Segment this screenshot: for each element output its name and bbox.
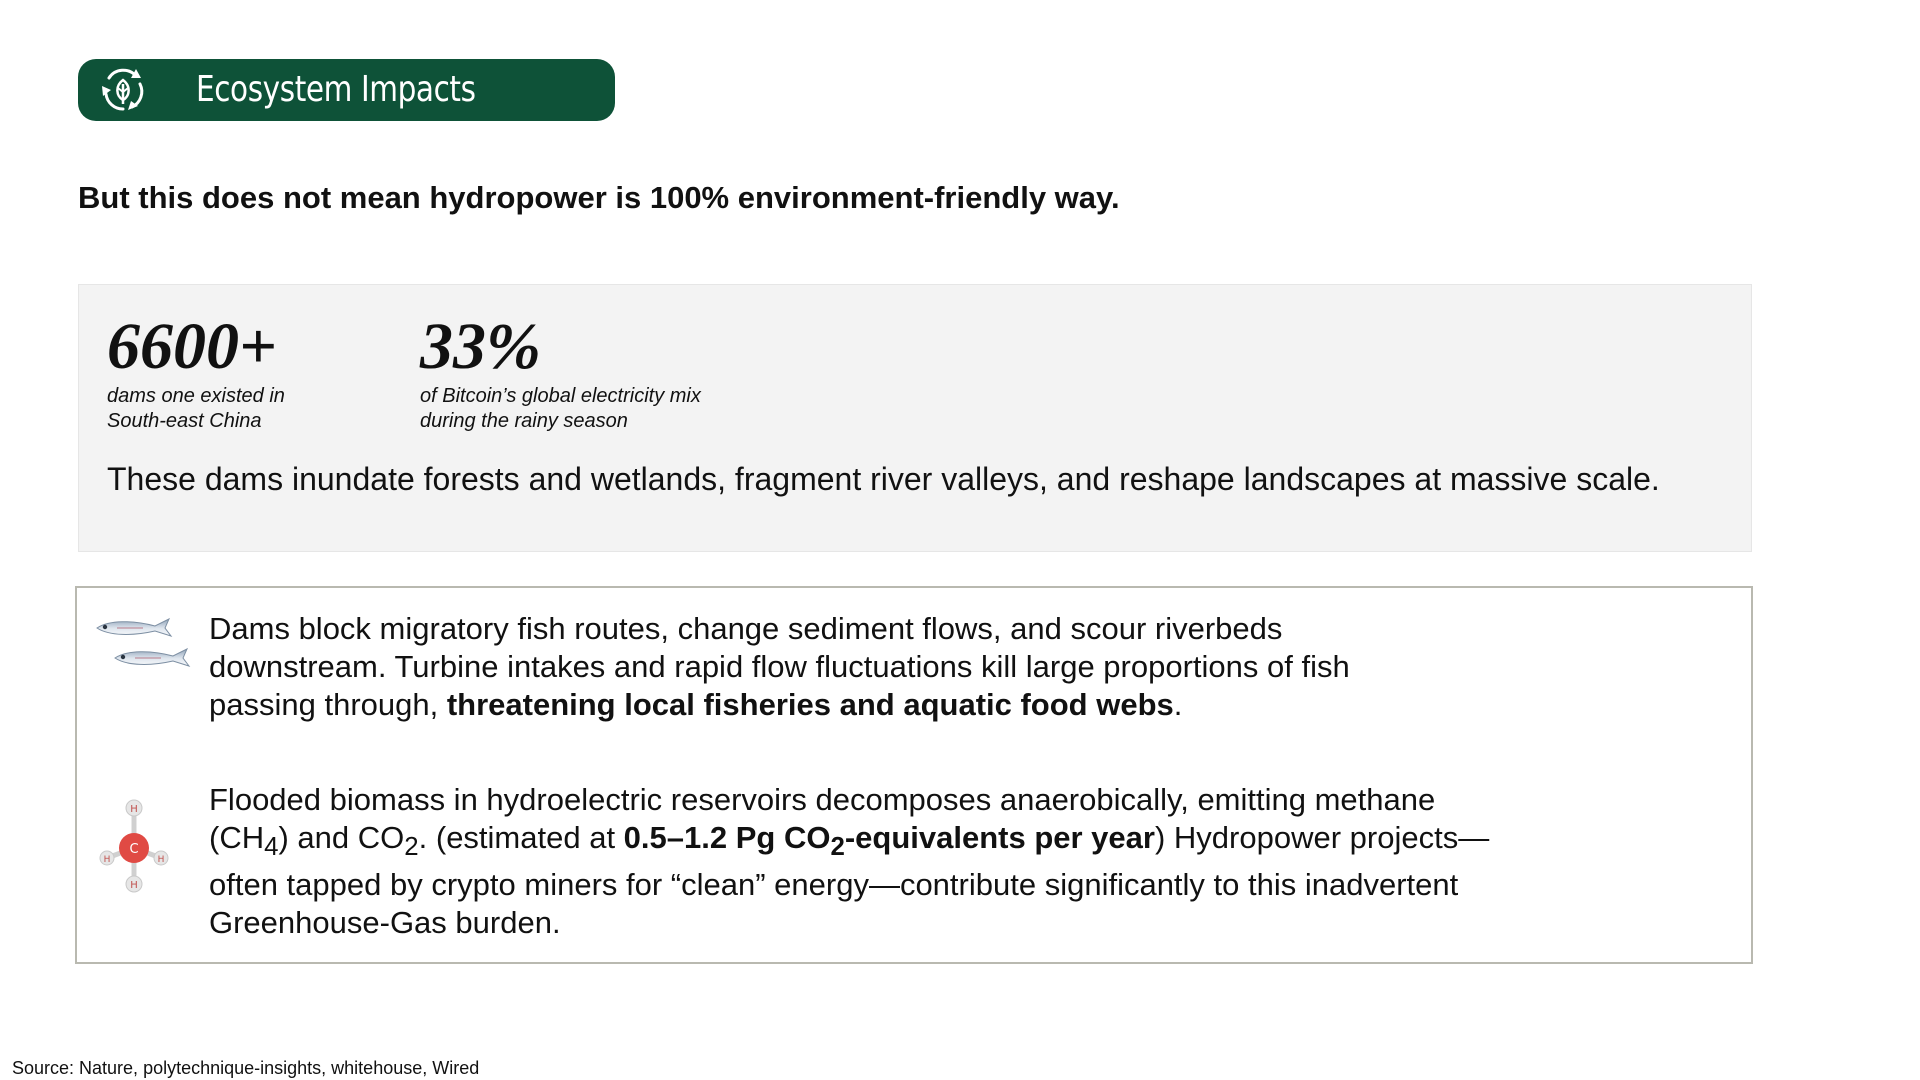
slide-subtitle: But this does not mean hydropower is 100…: [78, 180, 1120, 215]
svg-text:H: H: [130, 880, 138, 891]
text-line: Dams block migratory fish routes, change…: [209, 611, 1283, 646]
text-line: often tapped by crypto miners for “clean…: [209, 867, 1459, 903]
stat-caption: of Bitcoin’s global electricity mix duri…: [420, 384, 701, 434]
methane-molecule-icon: C H H H H: [99, 799, 169, 893]
text-span: 0.5–1.2 Pg CO: [623, 820, 831, 855]
stat-caption: dams one existed in South-east China: [107, 384, 285, 434]
stat-caption-line: South-east China: [107, 410, 262, 432]
stat-caption-line: during the rainy season: [420, 410, 628, 432]
section-header: Ecosystem Impacts: [78, 59, 615, 121]
text-line: (CH4) and CO2. (estimated at 0.5–1.2 Pg …: [209, 819, 1609, 866]
stats-panel: 6600+ dams one existed in South-east Chi…: [78, 284, 1752, 552]
text-span: . (estimated at: [418, 820, 624, 855]
svg-text:H: H: [158, 855, 165, 865]
section-title: Ecosystem Impacts: [196, 69, 476, 110]
ecosystem-cycle-icon: [102, 68, 144, 111]
stat-number: 33%: [420, 310, 541, 383]
text-line: passing through, threatening local fishe…: [209, 686, 1609, 724]
fish-icon: [96, 617, 191, 667]
impacts-details-box: Dams block migratory fish routes, change…: [75, 586, 1753, 964]
text-line: Flooded biomass in hydroelectric reservo…: [209, 782, 1436, 817]
stat-dams-count: 6600+ dams one existed in South-east Chi…: [107, 312, 285, 434]
text-span: .: [1173, 687, 1183, 722]
text-span: ) and CO: [278, 820, 405, 855]
subscript: 4: [264, 833, 279, 862]
text-span: passing through,: [209, 687, 447, 722]
text-line: Greenhouse-Gas burden.: [209, 905, 561, 941]
subscript: 2: [830, 833, 845, 862]
subscript: 2: [404, 833, 419, 862]
emphasis-text: 0.5–1.2 Pg CO2-equivalents per year: [623, 820, 1155, 861]
source-citation: Source: Nature, polytechnique-insights, …: [12, 1058, 480, 1078]
text-span: ) Hydropower projects—: [1154, 820, 1490, 855]
stat-caption-line: dams one existed in: [107, 385, 285, 407]
svg-text:C: C: [129, 842, 138, 857]
stat-number: 6600+: [107, 310, 277, 383]
methane-impact-text: Flooded biomass in hydroelectric reservo…: [209, 781, 1609, 942]
stats-summary: These dams inundate forests and wetlands…: [107, 461, 1660, 497]
text-span: -equivalents per year: [844, 820, 1155, 855]
text-span: (CH: [209, 820, 265, 855]
svg-text:H: H: [130, 804, 138, 815]
stat-caption-line: of Bitcoin’s global electricity mix: [420, 385, 701, 407]
emphasis-text: threatening local fisheries and aquatic …: [446, 687, 1174, 722]
text-line: downstream. Turbine intakes and rapid fl…: [209, 649, 1350, 684]
fish-impact-text: Dams block migratory fish routes, change…: [209, 610, 1609, 724]
stat-bitcoin-share: 33% of Bitcoin’s global electricity mix …: [420, 312, 701, 434]
svg-text:H: H: [104, 855, 111, 865]
